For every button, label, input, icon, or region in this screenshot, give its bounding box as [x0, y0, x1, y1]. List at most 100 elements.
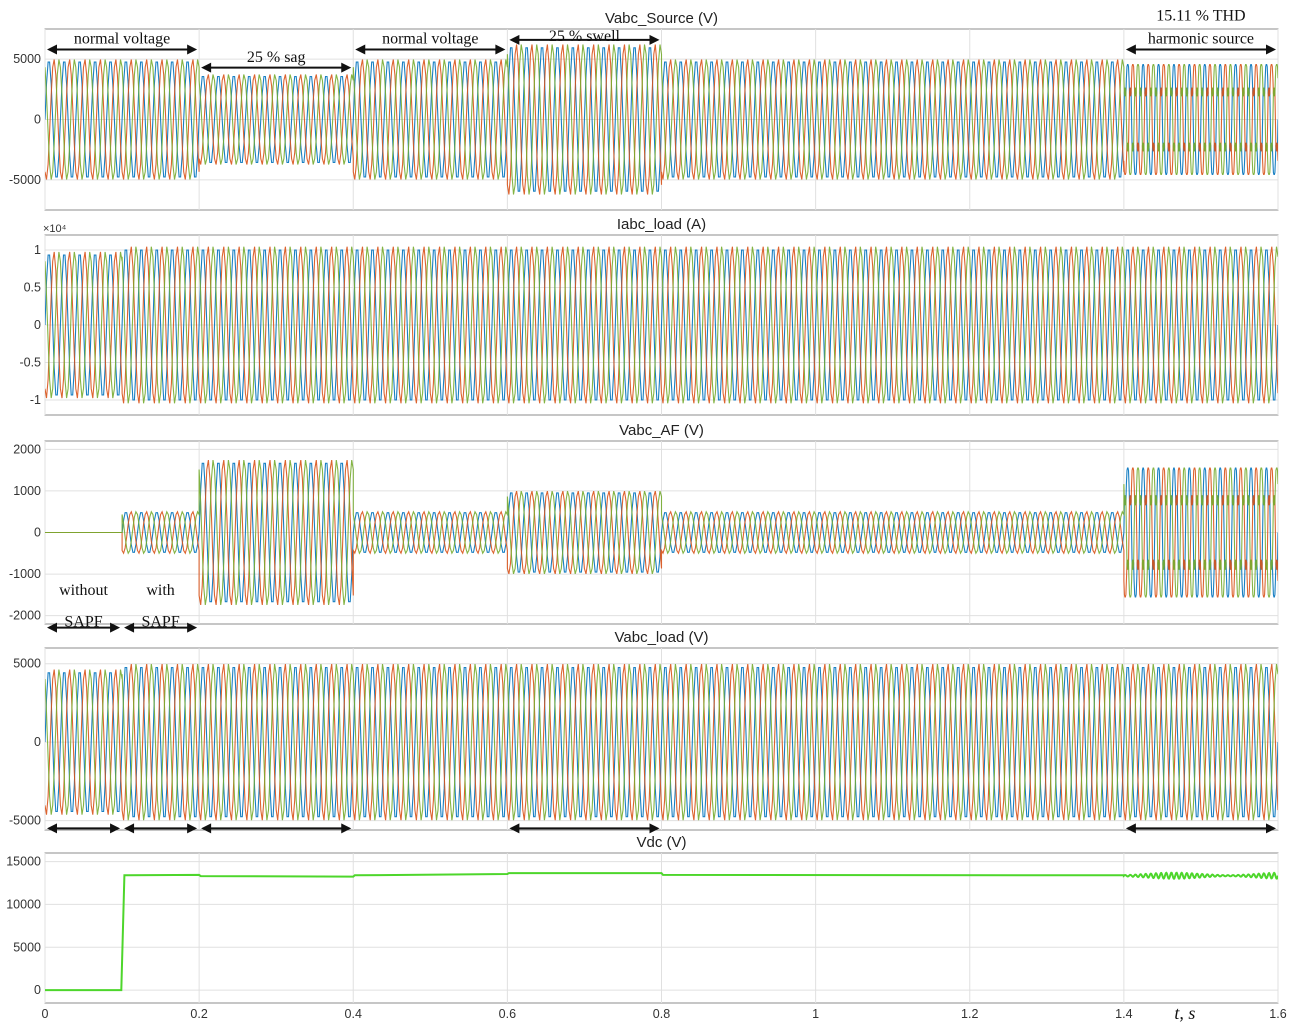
annotation-label: 25 % sag [247, 49, 306, 66]
annotation-label: harmonic source [1148, 31, 1254, 48]
x-tick-label: 1.2 [961, 1007, 978, 1021]
y-tick-label: 0 [34, 983, 41, 997]
panel-title: Vabc_load (V) [615, 629, 709, 646]
x-tick-label: 1.6 [1269, 1007, 1286, 1021]
annotation-label: SAPF [64, 613, 102, 630]
waveform-group [45, 664, 1278, 821]
arrow-head-right [1266, 44, 1276, 55]
arrow-head-right [1266, 823, 1276, 834]
y-tick-label: -1 [30, 393, 41, 407]
panel-title: Vabc_Source (V) [605, 10, 718, 27]
series-line [45, 460, 1278, 605]
arrow-head-left [124, 622, 135, 633]
arrow-head-right [187, 622, 198, 633]
annotation: harmonic source [1125, 31, 1276, 55]
waveform-group [45, 246, 1278, 404]
panel-vdc: 15000 10000 5000 0 Vdc (V) 0 0.2 0.4 0.6 0.8 1 1.2 1… [6, 834, 1286, 1022]
arrow-head-left [201, 823, 212, 834]
x-tick-label: 0 [42, 1007, 49, 1021]
y-tick-label: 1000 [13, 484, 41, 498]
x-tick-label: 0.2 [190, 1007, 207, 1021]
y-tick-label: 5000 [13, 52, 41, 66]
arrow-head-right [341, 823, 352, 834]
panel-vaf: 2000 1000 0 -1000 -2000 Vabc_AF (V) [9, 422, 1279, 625]
y-tick-label: 1 [34, 243, 41, 257]
y-tick-label: 10000 [6, 897, 41, 911]
y-tick-label: 5000 [13, 940, 41, 954]
arrow-head-right [110, 823, 121, 834]
annotation-label: 15.11 % THD [1156, 8, 1245, 25]
arrow-head-right [495, 44, 506, 55]
panel-title: Vdc (V) [636, 834, 686, 851]
arrow-head-right [187, 823, 198, 834]
y-tick-label: -0.5 [19, 356, 41, 370]
panel-title: Vabc_AF (V) [619, 422, 704, 439]
annotation: 15.11 % THD [1156, 8, 1245, 25]
x-tick-label: 1 [812, 1007, 819, 1021]
annotation: SAPF [47, 613, 121, 633]
x-tick-label: 0.4 [345, 1007, 362, 1021]
arrow-head-right [341, 62, 352, 73]
panel-title: Iabc_load (A) [617, 216, 706, 233]
annotation: normal voltage [355, 31, 506, 55]
y-tick-label: -1000 [9, 567, 41, 581]
arrow-head-right [110, 622, 121, 633]
y-tick-label: 2000 [13, 442, 41, 456]
arrow-head-left [47, 44, 57, 55]
arrow-head-left [509, 34, 520, 45]
panel-vsrc: 5000 0 -5000 Vabc_Source (V) normal voltage 2… [9, 8, 1279, 211]
annotation: normal voltage [47, 31, 198, 55]
annotation-label: SAPF [141, 613, 179, 630]
x-tick-label: 0.8 [653, 1007, 670, 1021]
y-tick-label: 0 [34, 318, 41, 332]
y-tick-label: 0 [34, 735, 41, 749]
y-tick-label: -2000 [9, 609, 41, 623]
waveform-group [45, 460, 1278, 605]
arrow-head-left [201, 62, 212, 73]
series-line [45, 460, 1278, 605]
y-tick-label: -5000 [9, 814, 41, 828]
arrow-head-left [1125, 44, 1136, 55]
y-exponent-label: ×10⁴ [43, 223, 67, 235]
arrow-head-left [124, 823, 135, 834]
arrow-head-left [509, 823, 520, 834]
y-tick-label: 0 [34, 526, 41, 540]
arrow-head-left [47, 823, 57, 834]
waveform-group [45, 44, 1278, 195]
annotation: 25 % swell [509, 28, 660, 45]
panel-vload: 5000 0 -5000 Vabc_load (V) without SAPF with SA… [9, 582, 1279, 899]
y-tick-label: 0 [34, 113, 41, 127]
arrow-head-right [187, 44, 198, 55]
series-line [45, 871, 1278, 992]
arrow-head-left [47, 622, 57, 633]
x-tick-label: 1.4 [1115, 1007, 1132, 1021]
series-line [45, 246, 1278, 404]
arrow-head-left [1125, 823, 1136, 834]
series-line [45, 666, 1278, 818]
y-tick-label: 15000 [6, 855, 41, 869]
annotation-label: normal voltage [74, 31, 170, 48]
series-line [45, 44, 1278, 195]
panel-iload: 1 0.5 0 -0.5 -1 ×10⁴ Iabc_load (A) [19, 216, 1279, 416]
annotation: with [146, 582, 174, 599]
annotation-label: normal voltage [382, 31, 478, 48]
series-line [45, 249, 1278, 401]
arrow-head-right [649, 823, 660, 834]
annotation-label: without [59, 582, 108, 599]
y-tick-label: 0.5 [24, 281, 41, 295]
waveform-group [45, 871, 1278, 992]
arrow-head-left [355, 44, 366, 55]
annotation-label: 25 % swell [549, 28, 621, 45]
x-axis-label: t, s [1174, 1003, 1195, 1022]
annotation-label: with [146, 582, 174, 599]
annotation: without [59, 582, 108, 599]
y-tick-label: 5000 [13, 657, 41, 671]
annotation: 25 % sag [201, 49, 352, 73]
annotation: SAPF [124, 613, 198, 633]
x-tick-label: 0.6 [499, 1007, 516, 1021]
arrow-head-right [649, 34, 660, 45]
series-line [45, 44, 1278, 195]
series-line [45, 664, 1278, 821]
y-tick-label: -5000 [9, 173, 41, 187]
